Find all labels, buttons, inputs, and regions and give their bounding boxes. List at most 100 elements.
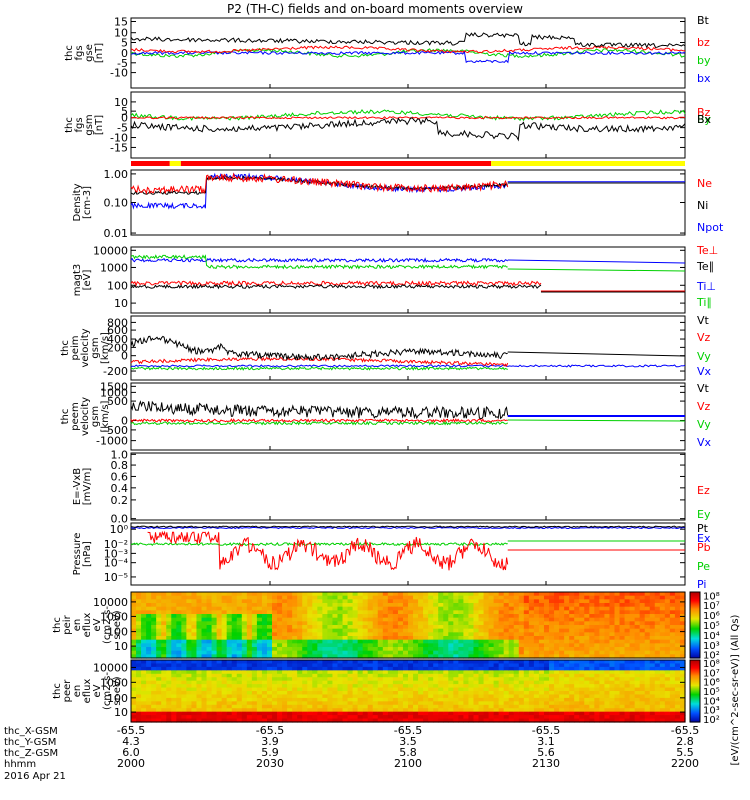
electron-spectrogram-cell bbox=[382, 694, 389, 699]
ion-spectrogram-cell bbox=[508, 617, 515, 622]
electron-spectrogram-cell bbox=[246, 694, 253, 699]
ion-spectrogram-cell bbox=[206, 643, 213, 648]
ion-spectrogram-cell bbox=[221, 614, 228, 619]
ion-spectrogram-cell bbox=[604, 592, 611, 597]
ion-spectrogram-cell bbox=[387, 628, 394, 633]
ion-spectrogram-cell bbox=[413, 643, 419, 648]
electron-spectrogram-cell bbox=[674, 684, 681, 689]
electron-spectrogram-cell bbox=[322, 704, 329, 709]
ion-spectrogram-cell bbox=[564, 654, 570, 659]
electron-spectrogram-cell bbox=[146, 711, 152, 716]
electron-spectrogram-cell bbox=[549, 687, 555, 692]
electron-spectrogram-cell bbox=[226, 708, 233, 713]
ion-spectrogram-cell bbox=[166, 617, 172, 622]
ion-spectrogram-cell bbox=[141, 636, 147, 641]
ion-spectrogram-cell bbox=[423, 650, 429, 655]
series-Vt bbox=[130, 335, 508, 362]
y-tick-label: -10 bbox=[110, 132, 128, 145]
electron-spectrogram-cell bbox=[443, 680, 449, 685]
ion-spectrogram-cell bbox=[216, 636, 223, 641]
ion-spectrogram-cell bbox=[413, 647, 419, 652]
electron-spectrogram-cell bbox=[538, 660, 545, 665]
x-tick-label: 4.3 bbox=[122, 735, 140, 748]
electron-spectrogram-cell bbox=[639, 673, 646, 678]
electron-spectrogram-cell bbox=[614, 711, 621, 716]
ion-spectrogram-cell bbox=[438, 636, 444, 641]
ion-spectrogram-cell bbox=[201, 650, 208, 655]
colorbar-top-cell bbox=[690, 601, 700, 604]
electron-spectrogram-cell bbox=[508, 691, 515, 696]
ion-spectrogram-cell bbox=[644, 606, 651, 611]
ion-spectrogram-cell bbox=[191, 617, 198, 622]
ion-spectrogram-cell bbox=[679, 610, 686, 615]
electron-spectrogram-cell bbox=[649, 666, 656, 671]
electron-spectrogram-cell bbox=[488, 704, 495, 709]
electron-spectrogram-cell bbox=[664, 687, 671, 692]
ion-spectrogram-cell bbox=[478, 617, 485, 622]
electron-spectrogram-cell bbox=[171, 677, 177, 682]
electron-spectrogram-cell bbox=[211, 673, 218, 678]
electron-spectrogram-cell bbox=[498, 697, 505, 702]
electron-spectrogram-cell bbox=[478, 694, 485, 699]
electron-spectrogram-cell bbox=[453, 666, 459, 671]
electron-spectrogram-cell bbox=[327, 704, 334, 709]
ion-spectrogram-cell bbox=[554, 632, 560, 637]
ion-spectrogram-cell bbox=[503, 639, 510, 644]
electron-spectrogram-cell bbox=[231, 684, 238, 689]
ion-spectrogram-cell bbox=[156, 595, 162, 600]
electron-spectrogram-cell bbox=[146, 701, 152, 706]
y-axis-label: thc bbox=[64, 45, 75, 61]
ion-spectrogram-cell bbox=[629, 632, 636, 637]
electron-spectrogram-cell bbox=[604, 684, 611, 689]
ion-spectrogram-cell bbox=[236, 643, 243, 648]
ion-spectrogram-cell bbox=[287, 643, 293, 648]
electron-spectrogram-cell bbox=[377, 715, 384, 720]
electron-spectrogram-cell bbox=[418, 687, 424, 692]
electron-spectrogram-cell bbox=[448, 680, 454, 685]
colorbar-top-cell bbox=[690, 596, 700, 599]
ion-spectrogram-cell bbox=[463, 643, 470, 648]
ion-spectrogram-cell bbox=[377, 647, 384, 652]
electron-spectrogram-cell bbox=[549, 694, 555, 699]
electron-spectrogram-cell bbox=[418, 663, 424, 668]
electron-spectrogram-cell bbox=[292, 711, 298, 716]
electron-spectrogram-cell bbox=[246, 691, 253, 696]
ion-spectrogram-cell bbox=[362, 639, 369, 644]
electron-spectrogram-cell bbox=[483, 697, 490, 702]
ion-spectrogram-cell bbox=[392, 650, 399, 655]
ion-spectrogram-cell bbox=[131, 650, 137, 655]
ion-spectrogram-cell bbox=[574, 647, 580, 652]
electron-spectrogram-cell bbox=[377, 718, 384, 723]
colorbar-top-cell bbox=[690, 616, 700, 618]
electron-spectrogram-cell bbox=[166, 687, 172, 692]
ion-spectrogram-cell bbox=[352, 617, 359, 622]
ion-spectrogram-cell bbox=[141, 643, 147, 648]
electron-spectrogram-cell bbox=[312, 677, 318, 682]
ion-spectrogram-cell bbox=[679, 636, 686, 641]
ion-spectrogram-cell bbox=[277, 632, 283, 637]
electron-spectrogram-cell bbox=[347, 670, 354, 675]
electron-spectrogram-cell bbox=[473, 697, 480, 702]
electron-spectrogram-cell bbox=[377, 680, 384, 685]
electron-spectrogram-cell bbox=[619, 704, 626, 709]
electron-spectrogram-cell bbox=[231, 670, 238, 675]
electron-spectrogram-cell bbox=[251, 704, 258, 709]
ion-spectrogram-cell bbox=[392, 647, 399, 652]
ion-spectrogram-cell bbox=[629, 636, 636, 641]
electron-spectrogram-cell bbox=[201, 670, 208, 675]
ion-spectrogram-cell bbox=[594, 599, 600, 604]
electron-spectrogram-cell bbox=[272, 673, 278, 678]
electron-spectrogram-cell bbox=[453, 680, 459, 685]
electron-spectrogram-cell bbox=[523, 666, 530, 671]
ion-spectrogram-cell bbox=[367, 610, 374, 615]
colorbar-bottom-frame bbox=[689, 659, 701, 723]
ion-spectrogram-cell bbox=[493, 643, 500, 648]
ion-spectrogram-cell bbox=[146, 625, 152, 630]
colorbar-bottom-cell bbox=[690, 678, 700, 681]
ion-spectrogram-cell bbox=[513, 599, 520, 604]
ion-spectrogram-cell bbox=[186, 650, 193, 655]
electron-spectrogram-cell bbox=[528, 660, 535, 665]
electron-spectrogram-cell bbox=[186, 711, 193, 716]
colorbar-bottom-cell bbox=[690, 688, 700, 691]
ion-spectrogram-cell bbox=[141, 654, 147, 659]
